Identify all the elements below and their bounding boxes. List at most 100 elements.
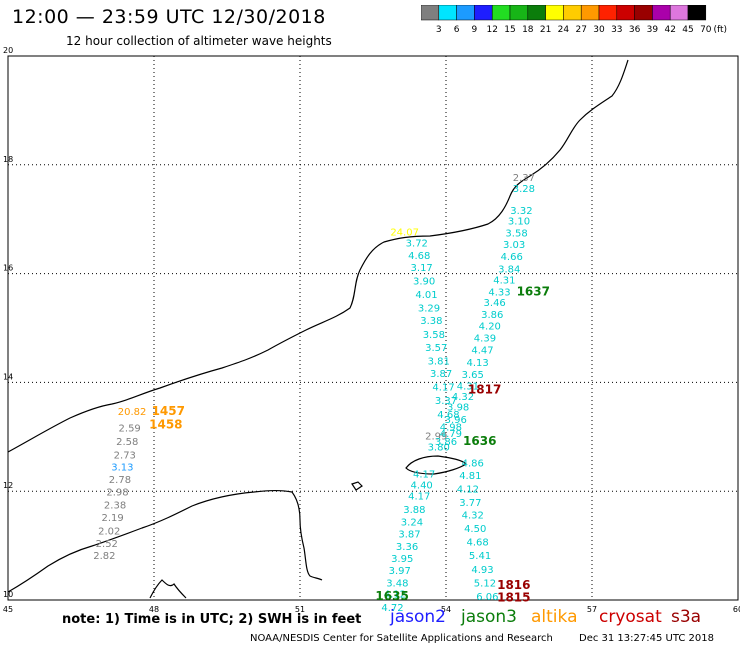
- legend-label: 45: [682, 25, 693, 35]
- pass-time-label: 1636: [463, 434, 496, 448]
- wave-height-label: 3.72: [406, 238, 428, 249]
- note-text: note: 1) Time is in UTC; 2) SWH is in fe…: [62, 612, 362, 627]
- wave-height-label: 3.36: [396, 542, 418, 553]
- wave-height-label: 2.37: [513, 173, 535, 184]
- legend-label: 39: [647, 25, 659, 35]
- wave-height-label: 3.28: [513, 184, 535, 195]
- legend-label: 30: [593, 25, 605, 35]
- wave-height-label: 4.72: [381, 603, 403, 614]
- wave-height-label: 3.65: [462, 370, 484, 381]
- wave-height-label: 3.84: [498, 265, 520, 276]
- wave-height-label: 4.79: [440, 429, 462, 440]
- wave-height-label: 2.59: [119, 423, 141, 434]
- wave-height-label: 4.17: [413, 470, 435, 481]
- wave-height-label: 2.78: [109, 475, 131, 486]
- wave-height-label: 4.12: [384, 589, 406, 600]
- satellite-jason2: jason2: [390, 607, 446, 627]
- wave-height-label: 4.32: [452, 392, 474, 403]
- pass-time-label: 1635: [375, 589, 408, 603]
- wave-height-label: 3.38: [420, 316, 442, 327]
- wave-height-label: 5.41: [469, 551, 491, 562]
- wave-height-label: 4.17: [408, 491, 430, 502]
- wave-height-label: 3.17: [411, 263, 433, 274]
- wave-height-label: 3.80: [428, 442, 450, 453]
- legend-label: 21: [540, 25, 551, 35]
- legend-label: 36: [629, 25, 641, 35]
- lat-tick-label: 14: [3, 372, 13, 381]
- lon-tick-label: 48: [149, 605, 159, 614]
- pass-time-label: 1815: [497, 591, 530, 605]
- credit-text: NOAA/NESDIS Center for Satellite Applica…: [250, 633, 553, 644]
- pass-time-label: 1817: [468, 382, 501, 396]
- wave-height-label: 3.03: [503, 240, 525, 251]
- lon-tick-label: 54: [441, 605, 451, 614]
- page-subtitle: 12 hour collection of altimeter wave hei…: [66, 34, 332, 48]
- wave-height-label: 2.58: [116, 437, 138, 448]
- coastline: [7, 59, 629, 453]
- legend-label: 15: [504, 25, 515, 35]
- lat-tick-label: 16: [3, 264, 13, 273]
- lat-tick-label: 18: [3, 155, 13, 164]
- lon-tick-label: 57: [587, 605, 597, 614]
- wave-height-label: 4.33: [488, 287, 510, 298]
- wave-height-label: 3.77: [459, 498, 481, 509]
- legend-label: 18: [522, 25, 534, 35]
- wave-height-label: 4.12: [457, 484, 479, 495]
- lat-tick-label: 12: [3, 481, 13, 490]
- wave-height-label: 4.47: [471, 346, 493, 357]
- lon-tick-label: 60: [733, 605, 740, 614]
- wave-height-label: 4.40: [411, 480, 433, 491]
- wave-height-label: 4.01: [415, 290, 437, 301]
- wave-height-label: 5.12: [474, 578, 496, 589]
- wave-height-label: 3.10: [508, 217, 530, 228]
- satellite-s3a: s3a: [671, 607, 702, 627]
- wave-height-label: 3.48: [386, 578, 408, 589]
- lon-tick-label: 51: [295, 605, 305, 614]
- wave-height-label: 4.39: [474, 334, 496, 345]
- coastline: [405, 455, 467, 475]
- page-title: 12:00 — 23:59 UTC 12/30/2018: [12, 6, 326, 28]
- wave-height-label: 4.66: [501, 252, 523, 263]
- wave-height-label: 3.87: [430, 369, 452, 380]
- wave-height-label: 4.81: [459, 471, 481, 482]
- legend-label: 70: [700, 25, 712, 35]
- wave-height-label: 6.06: [476, 592, 498, 603]
- wave-height-label: 4.13: [467, 358, 489, 369]
- coastline: [351, 481, 363, 491]
- wave-height-label: 3.29: [418, 304, 440, 315]
- wave-height-label: 4.86: [462, 459, 484, 470]
- wave-height-label: 2.98: [106, 488, 128, 499]
- wave-height-label: 3.97: [389, 566, 411, 577]
- legend-label: 24: [558, 25, 570, 35]
- wave-height-label: 3.87: [398, 529, 420, 540]
- color-legend: 3 6 9 12 15 18 21 24 27 30 33 36 39 42 45 70 (ft): [421, 5, 727, 35]
- pass-time-label: 1458: [149, 418, 182, 432]
- wave-height-label: 3.24: [401, 517, 423, 528]
- satellite-altika: altika: [531, 607, 578, 627]
- wave-height-label: 4.20: [479, 322, 501, 333]
- wave-height-label: 2.52: [96, 539, 118, 550]
- coastline: [149, 579, 187, 599]
- wave-height-label: 3.58: [423, 330, 445, 341]
- wave-height-label: 4.31: [493, 275, 515, 286]
- legend-label: 33: [611, 25, 622, 35]
- legend-label: 27: [575, 25, 586, 35]
- wave-height-label: 4.32: [462, 510, 484, 521]
- wave-height-label: 3.58: [505, 229, 527, 240]
- satellite-cryosat: cryosat: [599, 607, 662, 627]
- legend-label: 3: [436, 25, 442, 35]
- wave-height-label: 2.82: [93, 551, 115, 562]
- wave-height-label: 3.37: [435, 396, 457, 407]
- coastline: [7, 489, 323, 593]
- pass-time-label: 1457: [152, 404, 185, 418]
- wave-height-label: 2.38: [104, 501, 126, 512]
- wave-height-label: 2.02: [98, 527, 120, 538]
- wave-height-label: 3.90: [413, 276, 435, 287]
- wave-height-label: 3.57: [425, 343, 447, 354]
- wave-height-label: 4.93: [471, 565, 493, 576]
- wave-height-label: 3.81: [428, 356, 450, 367]
- wave-height-label: 2.99: [425, 432, 447, 443]
- wave-height-label: 3.98: [447, 403, 469, 414]
- lat-tick-label: 20: [3, 46, 13, 55]
- wave-height-label: 3.32: [510, 206, 532, 217]
